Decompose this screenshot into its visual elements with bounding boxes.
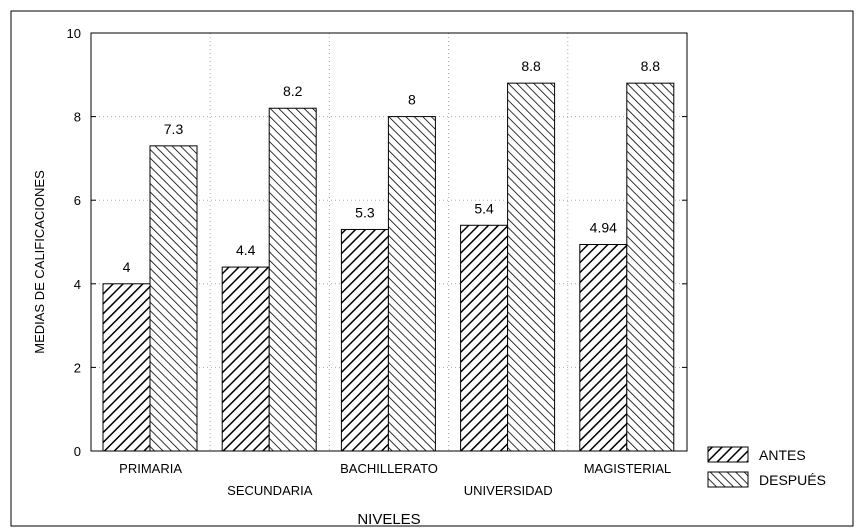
y-tick-label: 4 — [74, 277, 81, 292]
data-label: 8.8 — [521, 58, 541, 74]
legend-swatch-despues — [707, 471, 749, 488]
bar-antes — [340, 228, 389, 452]
bar-despues — [626, 82, 675, 452]
bar-antes — [221, 266, 270, 452]
y-tick-label: 10 — [67, 26, 81, 41]
data-label: 5.3 — [355, 204, 375, 220]
bar-despues — [507, 82, 556, 452]
bar-despues — [149, 145, 198, 452]
bar-antes — [460, 224, 509, 452]
data-label: 4.4 — [236, 242, 256, 258]
x-tick-label: BACHILLERATO — [340, 461, 438, 476]
x-tick-label: UNIVERSIDAD — [464, 483, 553, 498]
y-tick-label: 8 — [74, 110, 81, 125]
x-tick-label: MAGISTERIAL — [584, 461, 671, 476]
x-tick-label: PRIMARIA — [119, 461, 182, 476]
bar-despues — [387, 116, 436, 452]
data-label: 4 — [123, 259, 131, 275]
plot-frame — [90, 32, 688, 452]
legend-label: ANTES — [759, 447, 806, 463]
legend-label: DESPUÉS — [759, 472, 826, 488]
data-label: 8.2 — [283, 83, 303, 99]
x-axis-title: NIVELES — [357, 511, 420, 528]
data-label: 5.4 — [474, 200, 494, 216]
outer-frame — [10, 10, 854, 527]
x-tick-label: SECUNDARIA — [227, 483, 313, 498]
y-tick-label: 2 — [74, 360, 81, 375]
legend: ANTES DESPUÉS — [707, 446, 826, 488]
bar-despues — [268, 107, 317, 452]
y-axis-title: MEDIAS DE CALIFICACIONES — [32, 170, 47, 354]
data-label: 8.8 — [641, 58, 661, 74]
bar-antes — [579, 244, 628, 452]
data-label: 7.3 — [164, 121, 184, 137]
data-label: 8 — [408, 92, 416, 108]
bar-antes — [102, 283, 151, 452]
legend-swatch-antes — [707, 446, 749, 463]
data-label: 4.94 — [590, 220, 617, 236]
y-tick-label: 6 — [74, 193, 81, 208]
y-tick-label: 0 — [74, 444, 81, 459]
